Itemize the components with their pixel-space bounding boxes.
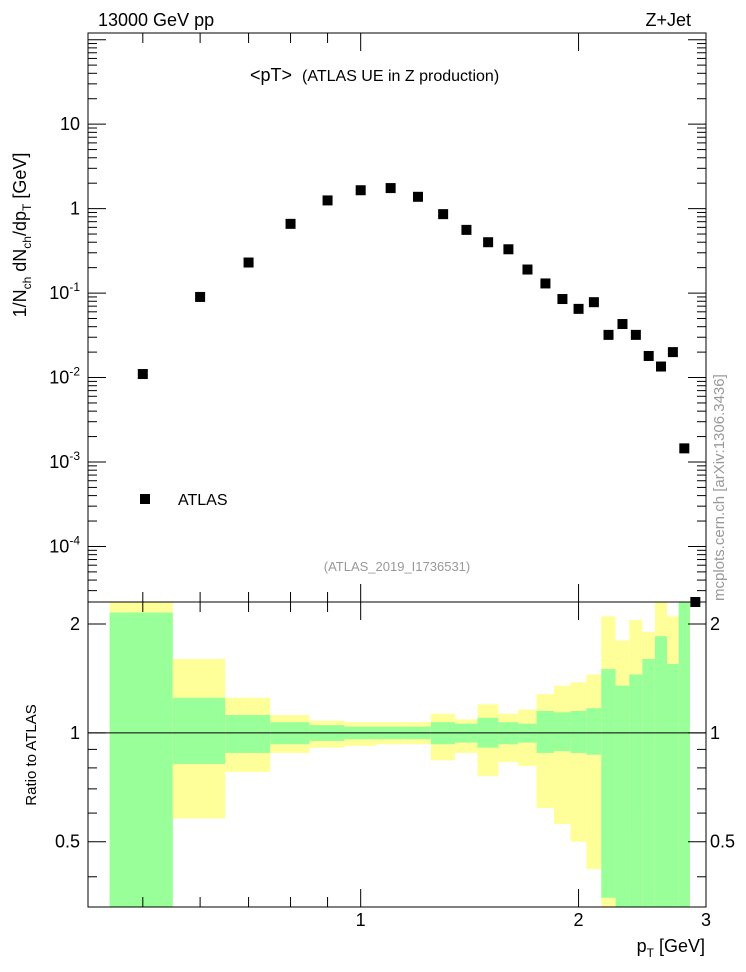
ratio-y-tick-label-2: 2 <box>70 614 80 634</box>
plot-subtitle: (ATLAS UE in Z production) <box>302 68 499 85</box>
ratio-bands <box>109 602 690 907</box>
data-point <box>630 329 641 340</box>
data-point <box>438 209 449 220</box>
main-y-axis-label: 1/Nch dNch/dpT [GeV] <box>10 153 34 318</box>
ratio-stat-band-2 <box>225 715 271 753</box>
data-point <box>679 443 690 454</box>
ratio-stat-band-0 <box>109 612 173 907</box>
data-point <box>137 369 148 380</box>
y-tick-label: 10-4 <box>49 533 80 556</box>
data-point <box>322 195 333 206</box>
x-tick-label-2: 2 <box>574 910 584 930</box>
legend-marker-atlas <box>140 494 150 504</box>
data-points <box>137 183 701 607</box>
y-tick-label: 10 <box>60 114 80 134</box>
ratio-y-tick-label-right-0.5: 0.5 <box>710 832 735 852</box>
main-y-tick-labels: 10-4 10-3 10-2 10-1 1 10 <box>49 114 80 556</box>
main-plot-frame <box>87 32 707 603</box>
plot-title: <pT> (ATLAS UE in Z production) <box>250 65 499 85</box>
data-point <box>656 361 667 372</box>
data-point <box>461 224 472 235</box>
y-tick-label: 10-1 <box>49 280 80 303</box>
side-source-label: mcplots.cern.ch [arXiv:1306.3436] <box>711 374 728 601</box>
data-point <box>522 264 533 275</box>
plot-title-main: <pT> <box>250 65 292 85</box>
ratio-stat-band-15 <box>570 710 587 753</box>
ratio-y-tick-label-1: 1 <box>70 723 80 743</box>
main-axis-ticks <box>88 33 707 602</box>
data-point <box>285 218 296 229</box>
ratio-total-band-14 <box>554 685 571 824</box>
ratio-stat-band-21 <box>654 636 668 907</box>
ratio-plot-frame <box>87 601 707 908</box>
x-tick-label-3: 3 <box>701 910 711 930</box>
process-label: Z+Jet <box>645 10 691 30</box>
data-point <box>643 350 654 361</box>
x-axis-label: pT [GeV] <box>637 936 705 960</box>
data-point <box>243 257 254 268</box>
analysis-tag: (ATLAS_2019_I1736531) <box>324 559 470 574</box>
ratio-y-axis-label: Ratio to ATLAS <box>23 704 40 805</box>
ratio-total-band-15 <box>570 682 587 842</box>
ratio-y-tick-label-0.5: 0.5 <box>55 832 80 852</box>
ratio-stat-band-18 <box>615 685 630 907</box>
y-tick-label: 1 <box>70 199 80 219</box>
data-point <box>195 291 206 302</box>
ratio-axis-ticks <box>88 602 707 907</box>
data-point <box>540 278 551 289</box>
data-point <box>355 185 366 196</box>
data-point <box>483 237 494 248</box>
data-point <box>588 297 599 308</box>
ratio-stat-band-19 <box>629 674 643 907</box>
ratio-stat-band-17 <box>601 669 616 898</box>
ratio-stat-band-1 <box>172 697 226 765</box>
data-point <box>557 294 568 305</box>
ratio-stat-band-16 <box>586 708 602 755</box>
energy-label: 13000 GeV pp <box>98 10 214 30</box>
ratio-stat-band-22 <box>667 663 679 907</box>
y-tick-label: 10-3 <box>49 449 80 472</box>
x-tick-label-1: 1 <box>356 910 366 930</box>
ratio-total-band-16 <box>586 674 602 870</box>
ratio-stat-band-23 <box>678 602 690 907</box>
data-point <box>603 329 614 340</box>
data-point <box>412 191 423 202</box>
legend-label-atlas: ATLAS <box>178 492 228 509</box>
data-point <box>617 319 628 330</box>
y-tick-label: 10-2 <box>49 365 80 388</box>
ratio-y-tick-labels: 0.5 0.5 1 1 2 2 <box>55 614 735 852</box>
ratio-y-tick-label-right-1: 1 <box>710 723 720 743</box>
ratio-stat-band-20 <box>642 659 655 907</box>
data-point <box>573 303 584 314</box>
ratio-x-tick-labels: 1 2 3 <box>356 910 711 930</box>
data-point <box>667 347 678 358</box>
data-point <box>385 183 396 194</box>
ratio-y-tick-label-right-2: 2 <box>710 614 720 634</box>
data-point <box>503 244 514 255</box>
ratio-stat-band-14 <box>554 712 571 752</box>
ratio-stat-band-13 <box>536 710 555 753</box>
